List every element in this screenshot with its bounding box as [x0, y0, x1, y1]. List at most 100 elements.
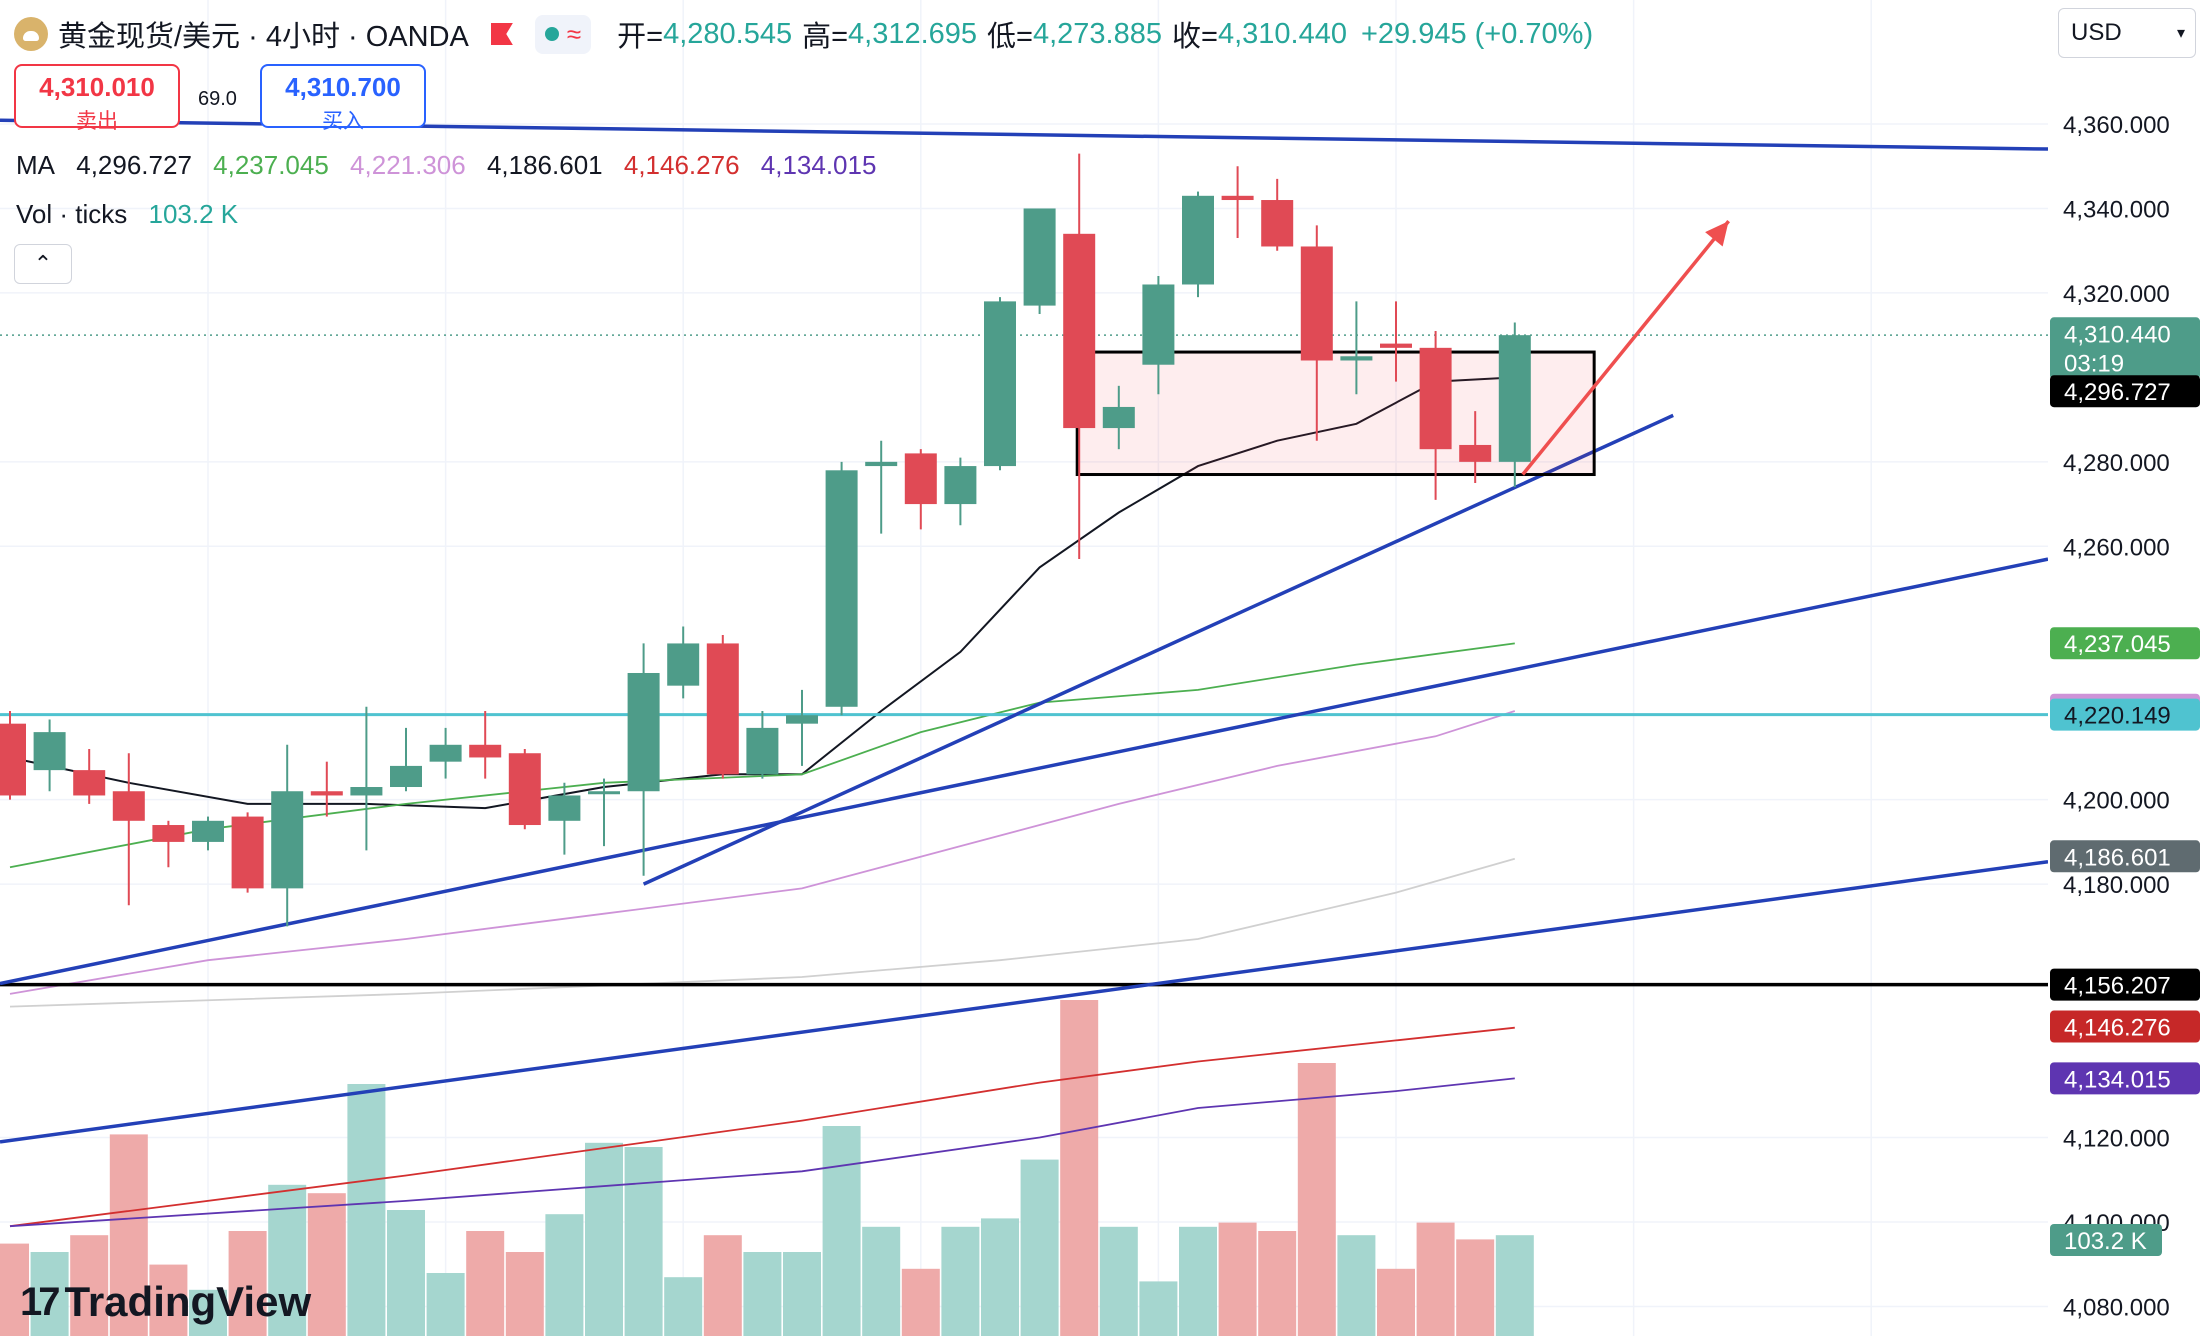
volume-bar — [703, 1235, 742, 1336]
chart-header: 黄金现货/美元 · 4小时 · OANDA ≈ 开= 4,280.545 高= 4,… — [14, 12, 1593, 56]
candle — [944, 457, 977, 526]
volume-badge-bg — [2050, 1224, 2162, 1256]
wave-icon: ≈ — [566, 18, 582, 49]
buy-button[interactable]: 4,310.700 买入 — [260, 64, 426, 133]
candle-body — [1221, 195, 1254, 201]
candle-body — [1182, 195, 1214, 285]
close-value: 4,310.440 — [1217, 17, 1347, 50]
candle-body — [350, 787, 383, 796]
candle-body — [1102, 406, 1135, 429]
price-axis-tick: 4,200.000 — [2063, 788, 2170, 815]
ma-legend-value: 4,186.601 — [486, 150, 603, 180]
volume-bar — [743, 1252, 782, 1336]
candle — [469, 711, 502, 779]
ma-legend-label: MA — [16, 150, 55, 180]
collapse-legend-button[interactable]: ⌃ — [14, 244, 72, 284]
flag-icon[interactable] — [490, 23, 513, 45]
chevron-up-icon: ⌃ — [33, 251, 53, 276]
price-badge-bg — [2050, 840, 2200, 873]
candle — [1261, 178, 1294, 251]
short-term-support-trendline — [642, 413, 1674, 886]
candle-body — [1023, 208, 1056, 306]
watermark-text: TradingView — [64, 1278, 312, 1325]
volume-bar — [981, 1218, 1019, 1336]
ma-legend-value: 4,146.276 — [623, 150, 740, 180]
channel-bottom-trendline — [0, 859, 2049, 1144]
gold-symbol-icon[interactable] — [14, 17, 48, 51]
price-badge-label: 4,237.045 — [2064, 631, 2171, 658]
volume-bar — [862, 1226, 901, 1336]
candle — [1419, 330, 1452, 500]
high-value: 4,312.695 — [848, 17, 978, 50]
price-badge-countdown: 03:19 — [2064, 350, 2124, 377]
sell-price: 4,310.010 — [39, 72, 155, 102]
volume-bar — [1218, 1222, 1257, 1336]
high-label: 高= — [802, 21, 849, 53]
candle — [231, 812, 264, 893]
volume-bar — [189, 1289, 227, 1336]
spread-value: 69.0 — [198, 88, 237, 110]
candle-body — [548, 795, 581, 821]
volume-badge-label: 103.2 K — [2064, 1228, 2147, 1255]
candle-body — [390, 765, 422, 788]
price-axis-tick: 4,320.000 — [2063, 281, 2170, 308]
low-value: 4,273.885 — [1032, 17, 1162, 50]
candle — [746, 711, 779, 779]
candle — [1340, 301, 1373, 395]
ma-legend-value: 4,134.015 — [760, 150, 877, 180]
price-badge-bg — [2050, 1062, 2200, 1095]
low-label: 低= — [987, 21, 1033, 53]
volume-bar — [901, 1268, 940, 1336]
candle-body — [429, 744, 462, 762]
volume-bar — [228, 1231, 267, 1336]
volume-legend[interactable]: Vol · ticks 103.2 K — [16, 199, 238, 230]
price-badge: 4,186.601 — [2050, 840, 2200, 873]
buy-label: 买入 — [322, 110, 364, 133]
candle-body — [192, 820, 224, 842]
tradingview-logo[interactable]: 17 TradingView — [20, 1278, 311, 1326]
candle — [1380, 301, 1412, 382]
candle — [271, 744, 304, 927]
ma-legend[interactable]: MA 4,296.727 4,237.045 4,221.306 4,186.6… — [16, 150, 890, 181]
candle-body — [667, 643, 700, 686]
price-badge: 4,156.207 — [2050, 968, 2200, 1001]
candle-body — [231, 816, 264, 889]
candle-body — [1498, 335, 1531, 462]
ma-line — [9, 1026, 1515, 1228]
price-badge-label: 4,146.276 — [2064, 1015, 2171, 1042]
candle-body — [1340, 356, 1373, 361]
volume-bar — [545, 1214, 584, 1336]
open-value: 4,280.545 — [663, 17, 793, 50]
candle-body — [1380, 343, 1412, 348]
sell-button[interactable]: 4,310.010 卖出 — [14, 64, 180, 133]
volume-bar — [1456, 1239, 1495, 1336]
candle — [1102, 385, 1135, 450]
price-badge-label: 4,310.440 — [2064, 321, 2171, 348]
price-badge-label: 4,220.149 — [2064, 703, 2171, 730]
price-axis[interactable]: 4,360.000 4,340.000 4,320.000 4,280.000 4,26… — [2048, 0, 2202, 1336]
volume-bar — [1416, 1222, 1455, 1336]
price-axis-tick: 4,080.000 — [2063, 1294, 2170, 1321]
candle-body — [825, 470, 858, 707]
candle — [548, 782, 581, 855]
ma-legend-value: 4,221.306 — [350, 150, 466, 180]
price-badge-label: 4,296.727 — [2064, 379, 2171, 406]
price-badge-bg — [2050, 698, 2200, 731]
volume-bar — [664, 1277, 703, 1336]
price-axis-tick: 4,280.000 — [2063, 450, 2170, 477]
symbol-title[interactable]: 黄金现货/美元 · 4小时 · OANDA — [58, 21, 469, 53]
sell-label: 卖出 — [76, 110, 118, 133]
volume-bar — [1060, 1000, 1099, 1336]
candle — [73, 749, 106, 804]
candle — [786, 689, 818, 766]
candle-body — [786, 715, 818, 724]
ma-line — [9, 376, 1515, 810]
market-status[interactable]: ≈ — [534, 14, 592, 54]
candle — [0, 711, 26, 800]
candle-body — [469, 744, 502, 758]
currency-select[interactable]: USD ▾ — [2058, 8, 2196, 58]
volume-bar — [1258, 1231, 1297, 1336]
candle — [1063, 153, 1096, 559]
